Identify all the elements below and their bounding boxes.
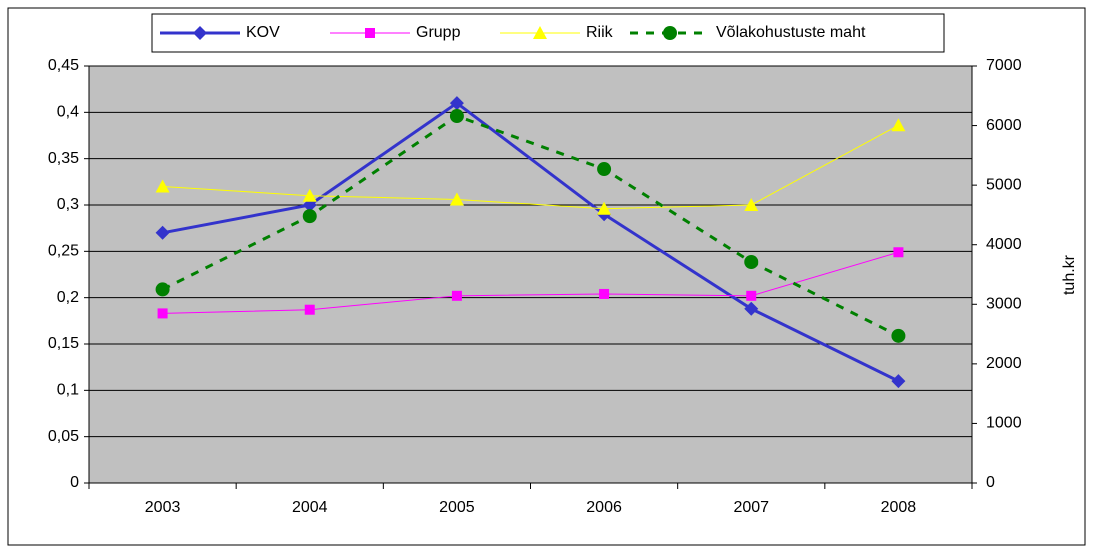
marker (744, 198, 759, 211)
x-tick-label: 2008 (881, 499, 917, 516)
plot-area (89, 66, 972, 483)
marker (744, 301, 759, 316)
marker (891, 118, 906, 132)
y-tick-label: 0,15 (48, 335, 79, 352)
legend-label: Riik (586, 24, 614, 41)
x-tick-label: 2004 (292, 499, 328, 516)
y-tick-label: 0,05 (48, 428, 79, 445)
y2-tick-label: 6000 (986, 117, 1022, 134)
y-tick-label: 0,35 (48, 150, 79, 167)
legend-label: Võlakohustuste maht (716, 24, 866, 41)
marker (744, 254, 759, 269)
x-tick-label: 2005 (439, 499, 475, 516)
marker (891, 374, 906, 389)
legend-marker (193, 26, 207, 40)
marker (302, 209, 317, 224)
legend-label: KOV (246, 24, 280, 41)
legend-marker (533, 26, 547, 39)
x-tick-label: 2003 (145, 499, 181, 516)
legend-marker (663, 26, 677, 40)
y2-tick-label: 2000 (986, 355, 1022, 372)
y2-axis-label: tuh.kr (1061, 254, 1078, 295)
y2-tick-label: 1000 (986, 415, 1022, 432)
y-tick-label: 0,1 (57, 382, 79, 399)
marker (449, 192, 464, 206)
marker (891, 328, 906, 343)
y-tick-label: 0,2 (57, 289, 79, 306)
series-line (162, 124, 899, 210)
marker (302, 188, 317, 202)
legend-marker (365, 28, 375, 38)
marker (451, 290, 462, 301)
y2-tick-label: 3000 (986, 296, 1022, 313)
y2-tick-label: 7000 (986, 57, 1022, 74)
marker (155, 225, 170, 240)
legend-label: Grupp (416, 24, 461, 41)
legend: KOV Grupp Riik Võlakohustuste maht (151, 13, 945, 53)
series-line (162, 251, 899, 314)
y-tick-label: 0,4 (57, 104, 79, 121)
marker (893, 247, 904, 258)
marker (746, 290, 757, 301)
marker (449, 109, 464, 124)
y-tick-label: 0 (70, 474, 79, 491)
y-tick-label: 0,25 (48, 243, 79, 260)
marker (449, 96, 464, 111)
x-tick-label: 2006 (586, 499, 622, 516)
marker (599, 288, 610, 299)
marker (157, 308, 168, 319)
marker (597, 201, 612, 215)
series-line (161, 114, 900, 338)
y2-tick-label: 0 (986, 474, 995, 491)
series-line (162, 101, 900, 383)
marker (155, 282, 170, 297)
y-tick-label: 0,3 (57, 196, 79, 213)
y-tick-label: 0,45 (48, 57, 79, 74)
x-tick-label: 2007 (733, 499, 769, 516)
marker (304, 304, 315, 315)
y2-tick-label: 4000 (986, 236, 1022, 253)
marker (155, 179, 170, 193)
y2-tick-label: 5000 (986, 176, 1022, 193)
marker (597, 162, 612, 177)
